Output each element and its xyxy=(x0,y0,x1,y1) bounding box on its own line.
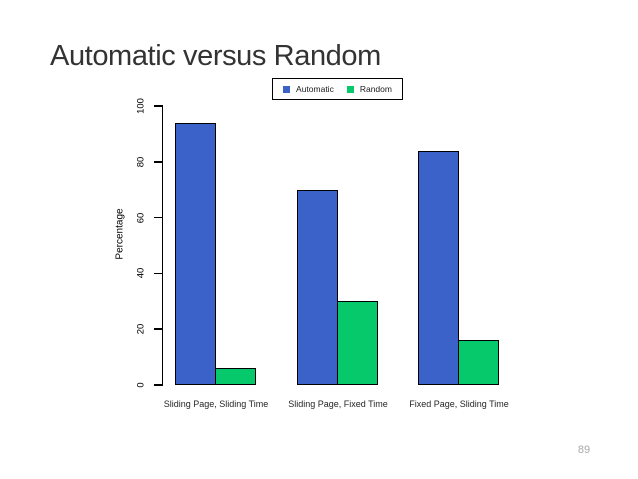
bar-random-group3 xyxy=(457,340,499,385)
bar-automatic-group1 xyxy=(175,122,216,385)
legend-label: Automatic xyxy=(296,84,334,94)
y-axis-tick xyxy=(154,216,163,219)
x-category-label: Sliding Page, Fixed Time xyxy=(288,399,388,409)
y-tick-label: 40 xyxy=(135,268,147,279)
y-axis-tick xyxy=(154,328,163,330)
bar-random-group2 xyxy=(336,301,378,385)
legend-item-random: Random xyxy=(346,84,392,94)
y-tick-label: 20 xyxy=(135,323,147,335)
bar-automatic-group3 xyxy=(418,150,459,385)
bar-random-group1 xyxy=(214,368,256,385)
legend-item-automatic: Automatic xyxy=(283,84,334,94)
y-axis-tick xyxy=(154,272,163,275)
y-axis-title: Percentage xyxy=(114,208,126,260)
y-axis-tick xyxy=(154,105,163,107)
automatic-swatch-icon xyxy=(283,85,291,93)
chart-legend: Automatic Random xyxy=(272,78,403,100)
bar-automatic-group2 xyxy=(297,189,338,385)
y-tick-label: 80 xyxy=(135,156,147,168)
y-axis-tick xyxy=(154,161,163,163)
random-swatch-icon xyxy=(346,85,354,93)
slide-page-number: 89 xyxy=(577,444,591,456)
y-tick-label: 0 xyxy=(135,382,147,388)
y-axis-tick xyxy=(154,384,163,386)
x-category-label: Sliding Page, Sliding Time xyxy=(163,399,269,409)
y-tick-label: 60 xyxy=(135,212,147,223)
slide-title: Automatic versus Random xyxy=(50,40,381,72)
legend-label: Random xyxy=(359,84,392,94)
y-tick-label: 100 xyxy=(135,98,147,114)
x-category-label: Fixed Page, Sliding Time xyxy=(409,399,509,409)
y-axis-line xyxy=(161,106,163,386)
